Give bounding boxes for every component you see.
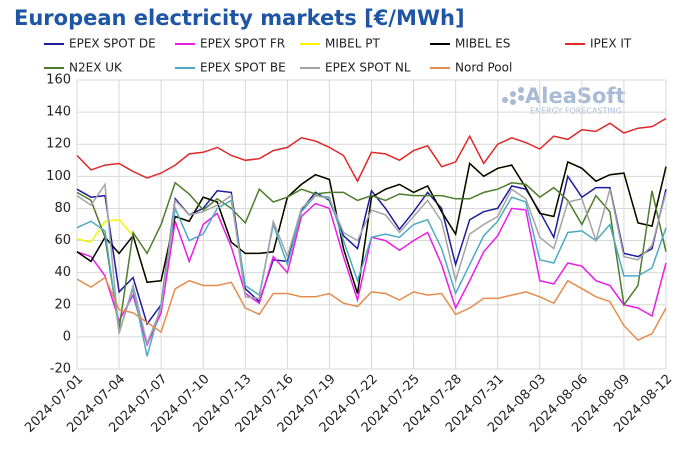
legend-label: MIBEL ES <box>455 37 510 51</box>
series-line <box>76 181 667 330</box>
legend-label: Nord Pool <box>455 61 512 75</box>
series-line <box>76 182 667 346</box>
legend-label: EPEX SPOT NL <box>325 61 411 75</box>
legend-label: EPEX SPOT FR <box>200 37 285 51</box>
y-tick-label: 0 <box>63 329 71 344</box>
series-line <box>76 160 667 294</box>
y-tick-label: 160 <box>46 73 71 88</box>
y-tick-label: 80 <box>54 201 71 216</box>
legend-label: EPEX SPOT BE <box>200 61 286 75</box>
series-line <box>76 276 667 342</box>
y-tick-label: 100 <box>46 169 71 184</box>
y-tick-label: 40 <box>54 265 71 280</box>
logo-tagline: ENERGY FORECASTING <box>530 107 622 116</box>
y-tick-label: -20 <box>50 362 71 377</box>
logo: AleaSoft <box>525 84 626 108</box>
y-tick-label: 120 <box>46 137 71 152</box>
legend-label: N2EX UK <box>69 61 123 75</box>
y-tick-label: 60 <box>54 233 71 248</box>
y-tick-label: 140 <box>46 105 71 120</box>
legend-label: MIBEL PT <box>325 37 380 51</box>
logo-dots <box>502 87 524 105</box>
chart-title: European electricity markets [€/MWh] <box>14 6 465 30</box>
legend-label: IPEX IT <box>590 37 632 51</box>
series-line <box>76 117 667 183</box>
series-line <box>76 174 667 326</box>
series-line <box>76 194 667 357</box>
legend-label: EPEX SPOT DE <box>69 37 156 51</box>
y-tick-label: 20 <box>54 297 71 312</box>
